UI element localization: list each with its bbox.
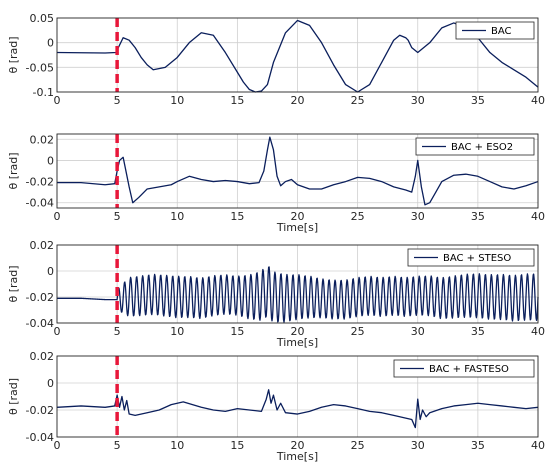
- x-tick-label: 10: [170, 439, 184, 452]
- y-tick-label: 0.02: [30, 239, 55, 252]
- x-tick-label: 35: [471, 210, 485, 223]
- y-tick-label: 0: [47, 377, 54, 390]
- x-tick-label: 40: [531, 210, 545, 223]
- x-tick-label: 35: [471, 94, 485, 107]
- y-tick-label: -0.05: [26, 61, 54, 74]
- x-tick-label: 15: [230, 325, 244, 338]
- series-line: [56, 266, 539, 323]
- x-tick-label: 25: [351, 210, 365, 223]
- y-tick-label: 0.02: [30, 350, 55, 363]
- y-tick-label: -0.02: [26, 291, 54, 304]
- y-axis-title: θ [rad]: [7, 378, 20, 415]
- x-tick-label: 15: [230, 439, 244, 452]
- x-tick-label: 40: [531, 94, 545, 107]
- x-tick-label: 5: [114, 439, 121, 452]
- legend-box: [415, 137, 535, 156]
- axes-frame: [56, 17, 539, 93]
- chart-panel-2: 0 5 10 15 20 25 30 35 40 -0.04 -0.02 0 0.02 Time[s] θ …: [7, 133, 545, 234]
- chart-panel-4: 0 5 10 15 20 25 30 35 40 -0.04 -0.02 0 0.02 Time[s] θ …: [7, 350, 545, 463]
- x-tick-label: 35: [471, 439, 485, 452]
- y-tick-label: 0: [47, 37, 54, 50]
- y-tick-label: 0.02: [30, 133, 55, 146]
- x-tick-label: 25: [351, 94, 365, 107]
- axes-frame: [56, 244, 539, 324]
- x-tick-label: 25: [351, 439, 365, 452]
- y-axis-title: θ [rad]: [7, 36, 20, 73]
- x-axis-title: Time[s]: [276, 450, 318, 463]
- x-tick-label: 0: [54, 325, 61, 338]
- legend-box: [393, 359, 535, 378]
- x-tick-label: 40: [531, 325, 545, 338]
- legend-label: BAC + FASTESO: [429, 364, 509, 375]
- x-tick-label: 30: [411, 439, 425, 452]
- chart-panel-1: 0 5 10 15 20 25 30 35 40 -0.1 -0.05 0 0.05 θ [rad] BAC: [7, 12, 545, 107]
- y-tick-label: 0: [47, 154, 54, 167]
- series-line: [57, 136, 539, 206]
- legend-label: BAC: [491, 26, 512, 37]
- y-tick-label: -0.04: [26, 317, 54, 330]
- y-tick-label: 0.05: [30, 12, 55, 25]
- x-tick-label: 5: [114, 94, 121, 107]
- x-tick-label: 35: [471, 325, 485, 338]
- y-tick-label: -0.02: [26, 404, 54, 417]
- x-tick-label: 30: [411, 210, 425, 223]
- x-tick-label: 10: [170, 210, 184, 223]
- legend: BAC + FASTESO: [393, 359, 535, 378]
- y-axis-title: θ [rad]: [7, 152, 20, 189]
- x-tick-label: 0: [54, 210, 61, 223]
- x-tick-label: 15: [230, 94, 244, 107]
- x-axis-title: Time[s]: [276, 221, 318, 234]
- legend-label: BAC + STESO: [443, 253, 511, 264]
- y-tick-label: 0: [47, 265, 54, 278]
- x-axis-title: Time[s]: [276, 336, 318, 349]
- y-tick-label: -0.04: [26, 197, 54, 210]
- x-tick-label: 20: [291, 94, 305, 107]
- x-tick-label: 0: [54, 94, 61, 107]
- axes-frame: [56, 355, 539, 438]
- legend: BAC + ESO2: [415, 137, 535, 156]
- x-tick-label: 10: [170, 325, 184, 338]
- y-tick-label: -0.1: [33, 86, 54, 99]
- x-tick-label: 20: [291, 439, 305, 452]
- y-axis-title: θ [rad]: [7, 265, 20, 302]
- legend-box: [407, 248, 535, 267]
- x-tick-label: 0: [54, 439, 61, 452]
- y-tick-label: -0.02: [26, 176, 54, 189]
- legend-label: BAC + ESO2: [451, 142, 513, 153]
- x-tick-label: 5: [114, 210, 121, 223]
- x-tick-label: 30: [411, 325, 425, 338]
- y-tick-label: -0.04: [26, 431, 54, 444]
- legend-box: [455, 21, 535, 40]
- x-tick-label: 20: [291, 210, 305, 223]
- axes-frame: [56, 133, 539, 209]
- x-tick-label: 40: [531, 439, 545, 452]
- chart-panel-3: 0 5 10 15 20 25 30 35 40 -0.04 -0.02 0 0.02 Time[s] θ …: [7, 239, 545, 349]
- x-tick-label: 10: [170, 94, 184, 107]
- x-tick-label: 15: [230, 210, 244, 223]
- x-tick-label: 30: [411, 94, 425, 107]
- series-line: [56, 389, 539, 429]
- x-tick-label: 5: [114, 325, 121, 338]
- series-line: [56, 19, 539, 93]
- legend: BAC: [455, 21, 535, 40]
- x-tick-label: 20: [291, 325, 305, 338]
- legend: BAC + STESO: [407, 248, 535, 267]
- x-tick-label: 25: [351, 325, 365, 338]
